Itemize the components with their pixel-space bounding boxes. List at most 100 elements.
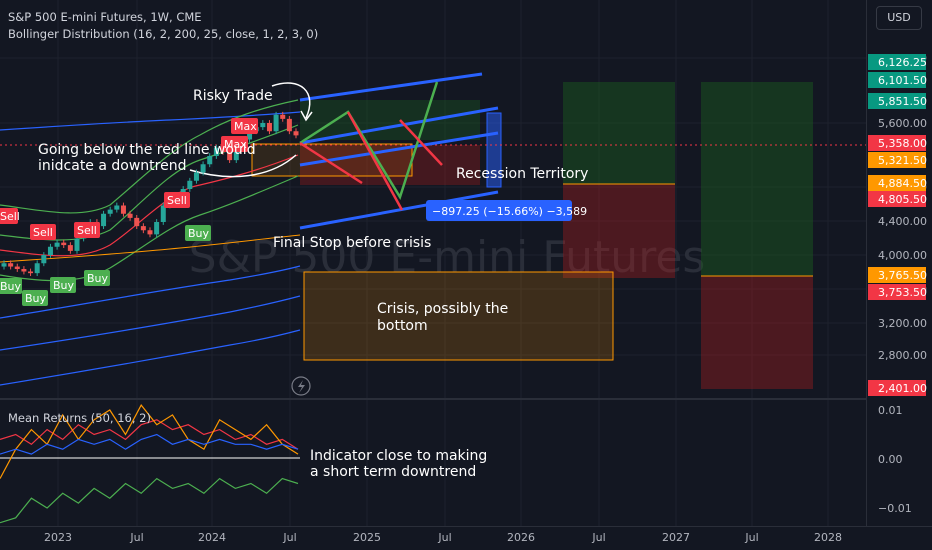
long-position-green-2 [701, 82, 813, 276]
crisis-box [303, 271, 614, 361]
candle-body [273, 114, 279, 132]
candle-body [120, 205, 126, 214]
date-tick: 2028 [814, 531, 842, 544]
grid-lines [0, 0, 866, 526]
band-orange [0, 234, 301, 263]
candle-body [266, 123, 272, 132]
going-below-text: Going below the red line would [38, 142, 256, 158]
date-tick: Jul [591, 531, 605, 544]
candle-body [107, 209, 113, 214]
indicator-tick: −0.01 [878, 502, 912, 515]
price-label-bg [868, 284, 926, 300]
candle-body [227, 151, 233, 161]
date-tick: Jul [744, 531, 758, 544]
candle-body [14, 266, 20, 270]
sell-label-3 [74, 222, 100, 238]
buy-label-1 [0, 278, 22, 294]
channel-line-top [299, 72, 483, 102]
symbol-title: S&P 500 E-mini Futures, 1W, CME [8, 10, 202, 24]
lightning-icon-glyph [298, 380, 305, 393]
max-text-2: Max [224, 138, 247, 151]
indicator-note-2: a short term downtrend [310, 464, 476, 480]
candle-body [101, 213, 107, 227]
indicator-legend: Bollinger Distribution (16, 2, 200, 25, … [8, 27, 319, 41]
risky-trade-text: Risky Trade [193, 88, 273, 104]
sell-label-2 [30, 224, 56, 240]
band-blue-2 [0, 295, 301, 351]
lightning-icon[interactable] [291, 376, 311, 396]
indicator-axis[interactable]: 0.01 0.00 −0.01 [878, 404, 912, 515]
date-axis[interactable]: 2023 Jul 2024 Jul 2025 Jul 2026 Jul 2027 Jul 2028 [44, 531, 842, 544]
target-zone-green-near [300, 100, 480, 140]
buy-text-4: Buy [87, 272, 109, 285]
candle-body [213, 147, 219, 156]
indicator-title: Mean Returns (50, 16, 2) [8, 411, 151, 425]
candle-body [200, 164, 206, 173]
watermark: S&P 500 E-mini Futures [189, 232, 706, 283]
candle-body [260, 123, 266, 128]
candle-body [54, 242, 60, 247]
bollinger-bands [0, 99, 301, 386]
price-label: 5,358.00 [878, 137, 927, 150]
price-label-bg [868, 380, 926, 396]
candle-body [147, 230, 153, 235]
max-text-1: Max [234, 120, 257, 133]
price-label-bg [868, 54, 926, 70]
price-label-bg [868, 267, 926, 283]
price-labels: 6,126.25 6,101.50 5,851.50 5,358.00 5,321.50… [868, 54, 927, 396]
indicator-note-1: Indicator close to making [310, 448, 487, 464]
buy-label-5 [185, 225, 211, 241]
price-tick: 5,600.00 [878, 117, 927, 130]
date-tick: Jul [129, 531, 143, 544]
candle-body [1, 263, 7, 267]
candle-body [187, 180, 193, 189]
buy-label-3 [50, 277, 76, 293]
price-label-bg [868, 135, 926, 151]
indicator-series [0, 404, 299, 524]
price-tick: 2,800.00 [878, 349, 927, 362]
buy-label-2 [22, 290, 48, 306]
indicator-line [0, 419, 299, 450]
price-label: 6,126.25 [878, 56, 927, 69]
candle-body [34, 263, 40, 274]
indicator-tick: 0.01 [878, 404, 903, 417]
measure-bar [486, 112, 502, 188]
long-position-red-2 [701, 276, 813, 389]
price-label: 2,401.00 [878, 382, 927, 395]
candle-body [154, 222, 160, 235]
buy-text-3: Buy [53, 279, 75, 292]
risky-trade-arrowhead [300, 110, 313, 122]
candle-body [67, 245, 73, 251]
candle-body [160, 205, 166, 222]
price-label: 4,884.50 [878, 177, 927, 190]
channel-line-2 [299, 106, 499, 145]
candle-body [247, 131, 253, 140]
max-label-1 [231, 118, 258, 134]
date-tick: Jul [282, 531, 296, 544]
indicator-line [0, 477, 299, 524]
channel-line-3 [299, 131, 499, 167]
date-axis-separator [0, 526, 932, 527]
crisis-text-1: Crisis, possibly the [377, 301, 508, 317]
sell-text-4: Sell [167, 194, 187, 207]
buy-text-5: Buy [188, 227, 210, 240]
buy-text-1: Buy [0, 280, 22, 293]
price-label: 6,101.50 [878, 74, 927, 87]
candle-body [233, 147, 239, 161]
risky-trade-arrow [271, 82, 311, 119]
sell-label-4 [164, 192, 190, 208]
pane-separator[interactable] [0, 398, 866, 400]
sell-text-3: Sell [77, 224, 97, 237]
candle-body [193, 172, 199, 181]
candle-body [28, 271, 34, 274]
band-outer-top [0, 111, 301, 131]
long-position-green-1 [563, 82, 675, 184]
candle-body [114, 205, 120, 210]
currency-button[interactable]: USD [876, 6, 922, 30]
date-tick: 2024 [198, 531, 226, 544]
buy-label-4 [84, 270, 110, 286]
price-tick: 4,000.00 [878, 249, 927, 262]
max-label-2 [221, 136, 248, 152]
indicator-line [0, 404, 299, 479]
